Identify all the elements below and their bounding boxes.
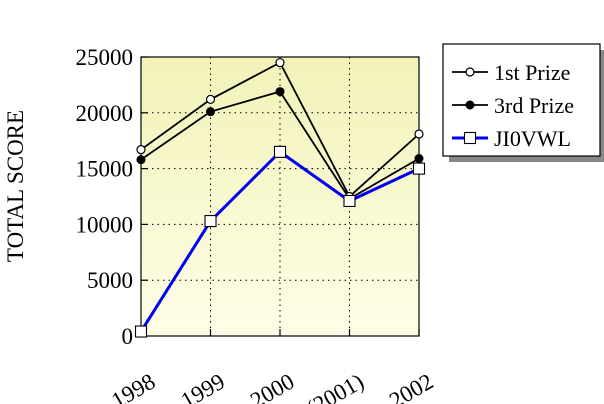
y-tick-label: 20000: [76, 101, 134, 126]
data-point: [463, 131, 477, 145]
grid: [140, 56, 420, 337]
y-tick-label: 15000: [76, 157, 134, 182]
data-point: [273, 145, 287, 158]
legend-entry-1: 1st Prize: [452, 60, 570, 85]
data-point: [206, 107, 215, 117]
x-tick-label: 1998: [107, 369, 159, 404]
x-tick-label: 1999: [177, 369, 229, 404]
legend-label: JI0VWL: [494, 126, 571, 151]
data-point: [414, 129, 424, 139]
legend-entry-3: JI0VWL: [452, 126, 571, 151]
data-point: [205, 94, 216, 105]
data-point: [465, 67, 475, 77]
x-tick-label: 2002: [385, 369, 437, 404]
legend: 1st Prize 3rd Prize JI0VWL: [442, 43, 604, 162]
data-point: [465, 100, 475, 110]
series-group: [134, 57, 426, 338]
y-tick-labels: 0 5000 10000 15000 20000 25000: [76, 45, 134, 349]
data-point: [412, 162, 426, 175]
y-tick-label: 25000: [76, 45, 134, 70]
data-point: [275, 57, 285, 68]
x-tick-label: 2000: [246, 369, 298, 404]
legend-label: 3rd Prize: [494, 93, 574, 118]
data-point: [414, 154, 424, 164]
data-point: [275, 87, 285, 97]
y-tick-label: 10000: [76, 212, 134, 237]
legend-label: 1st Prize: [494, 60, 570, 85]
x-tick-labels: 1998 1999 2000 (2001) 2002: [107, 369, 437, 404]
legend-entry-2: 3rd Prize: [452, 93, 574, 118]
data-point: [134, 325, 148, 338]
data-point: [136, 155, 146, 165]
data-point: [204, 215, 217, 228]
y-tick-label: 0: [122, 324, 134, 349]
x-tick-label: (2001): [302, 369, 368, 404]
data-point: [343, 194, 356, 208]
y-axis-label: TOTAL SCORE: [3, 110, 28, 262]
series-3: [134, 145, 426, 338]
y-tick-label: 5000: [87, 268, 133, 293]
data-point: [136, 145, 146, 155]
